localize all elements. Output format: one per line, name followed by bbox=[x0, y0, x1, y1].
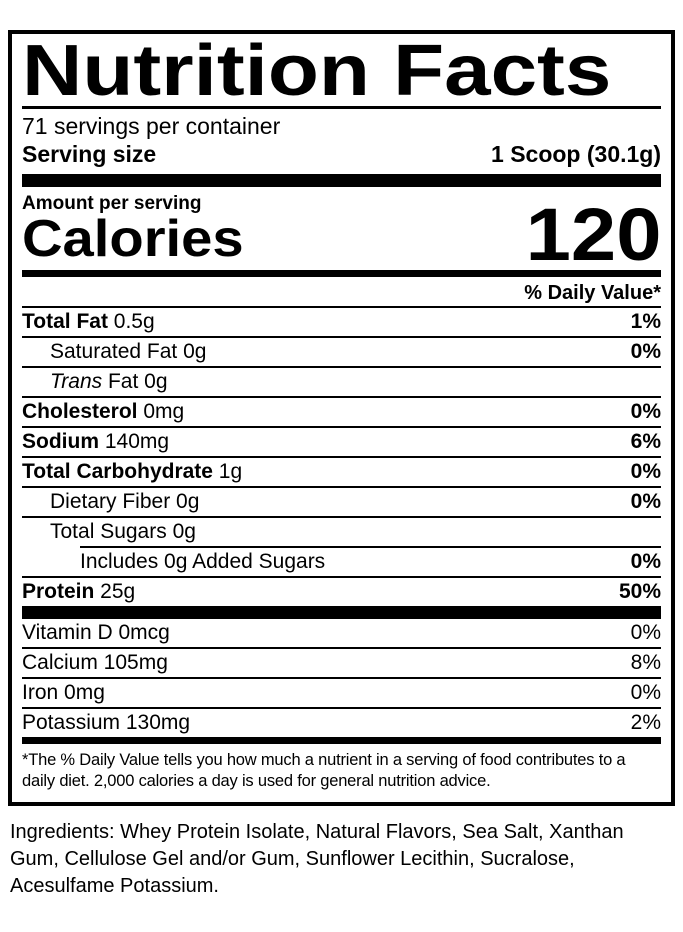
nutrient-row-total-fat: Total Fat 0.5g 1% bbox=[22, 308, 661, 338]
indented-separator bbox=[80, 546, 661, 548]
calories-value: 120 bbox=[525, 193, 661, 276]
micronutrient-row-potassium: Potassium 130mg 2% bbox=[22, 709, 661, 737]
medium-rule-footnote bbox=[22, 737, 661, 744]
micronutrient-name: Potassium 130mg bbox=[22, 711, 191, 734]
micronutrient-rows: Vitamin D 0mcg 0% Calcium 105mg 8% Iron … bbox=[22, 619, 661, 737]
micronutrient-dv: 0% bbox=[630, 621, 661, 644]
nutrient-row-dietary-fiber: Dietary Fiber 0g 0% bbox=[22, 488, 661, 518]
ingredients-text: Ingredients: Whey Protein Isolate, Natur… bbox=[10, 821, 624, 897]
nutrient-row-trans-fat: Trans Fat 0g bbox=[22, 368, 661, 398]
nutrient-name: Dietary Fiber 0g bbox=[50, 490, 200, 513]
calories-section: Amount per serving Calories 120 bbox=[22, 187, 661, 276]
micronutrient-row-calcium: Calcium 105mg 8% bbox=[22, 649, 661, 679]
micronutrient-dv: 0% bbox=[630, 681, 661, 704]
nutrient-dv: 0% bbox=[630, 400, 661, 423]
nutrient-row-added-sugars: Includes 0g Added Sugars 0% bbox=[22, 548, 661, 578]
serving-size-row: Serving size 1 Scoop (30.1g) bbox=[22, 140, 661, 169]
calories-left-block: Amount per serving Calories bbox=[22, 192, 244, 265]
daily-value-footnote: *The % Daily Value tells you how much a … bbox=[22, 751, 626, 790]
thick-rule-top bbox=[22, 174, 661, 187]
nutrient-dv: 0% bbox=[630, 460, 661, 483]
micronutrient-name: Vitamin D 0mcg bbox=[22, 621, 170, 644]
nutrient-name: Trans Fat 0g bbox=[50, 370, 168, 393]
nutrient-name: Sodium 140mg bbox=[22, 430, 170, 453]
nutrient-dv: 0% bbox=[630, 340, 661, 363]
nutrient-name: Protein 25g bbox=[22, 580, 136, 603]
nutrient-name: Total Carbohydrate 1g bbox=[22, 460, 243, 483]
nutrient-name: Total Fat 0.5g bbox=[22, 310, 155, 333]
nutrient-rows: Total Fat 0.5g 1% Saturated Fat 0g 0% Tr… bbox=[22, 308, 661, 606]
micronutrient-row-iron: Iron 0mg 0% bbox=[22, 679, 661, 709]
medium-rule-calories bbox=[22, 270, 661, 277]
nutrient-dv: 6% bbox=[630, 430, 661, 453]
micronutrient-dv: 2% bbox=[630, 711, 661, 734]
nutrient-row-sodium: Sodium 140mg 6% bbox=[22, 428, 661, 458]
nutrient-row-total-sugars: Total Sugars 0g bbox=[22, 518, 661, 546]
micronutrient-row-vitamin-d: Vitamin D 0mcg 0% bbox=[22, 619, 661, 649]
micronutrient-name: Calcium 105mg bbox=[22, 651, 168, 674]
serving-size-label: Serving size bbox=[22, 141, 157, 167]
nutrient-name: Total Sugars 0g bbox=[50, 520, 196, 543]
nutrient-row-protein: Protein 25g 50% bbox=[22, 578, 661, 606]
nutrition-facts-label: Nutrition Facts 71 servings per containe… bbox=[8, 30, 675, 806]
daily-value-header: % Daily Value* bbox=[22, 277, 661, 308]
nutrient-name: Includes 0g Added Sugars bbox=[80, 550, 326, 573]
nutrient-name: Saturated Fat 0g bbox=[50, 340, 207, 363]
nutrient-dv: 1% bbox=[630, 310, 661, 333]
label-title: Nutrition Facts bbox=[22, 34, 661, 109]
label-title-text: Nutrition Facts bbox=[22, 34, 612, 109]
micronutrient-name: Iron 0mg bbox=[22, 681, 105, 704]
nutrient-row-total-carbohydrate: Total Carbohydrate 1g 0% bbox=[22, 458, 661, 488]
nutrient-name: Cholesterol 0mg bbox=[22, 400, 185, 423]
serving-size-value: 1 Scoop (30.1g) bbox=[491, 141, 661, 167]
amount-per-serving: Amount per serving bbox=[22, 193, 202, 214]
nutrient-row-cholesterol: Cholesterol 0mg 0% bbox=[22, 398, 661, 428]
nutrient-dv: 50% bbox=[618, 580, 661, 603]
nutrient-dv: 0% bbox=[630, 550, 661, 573]
calories-label: Calories bbox=[22, 210, 244, 268]
nutrient-row-saturated-fat: Saturated Fat 0g 0% bbox=[22, 338, 661, 368]
servings-per-container: 71 servings per container bbox=[22, 113, 281, 139]
micronutrient-dv: 8% bbox=[630, 651, 661, 674]
nutrient-dv: 0% bbox=[630, 490, 661, 513]
thick-rule-protein bbox=[22, 606, 661, 619]
